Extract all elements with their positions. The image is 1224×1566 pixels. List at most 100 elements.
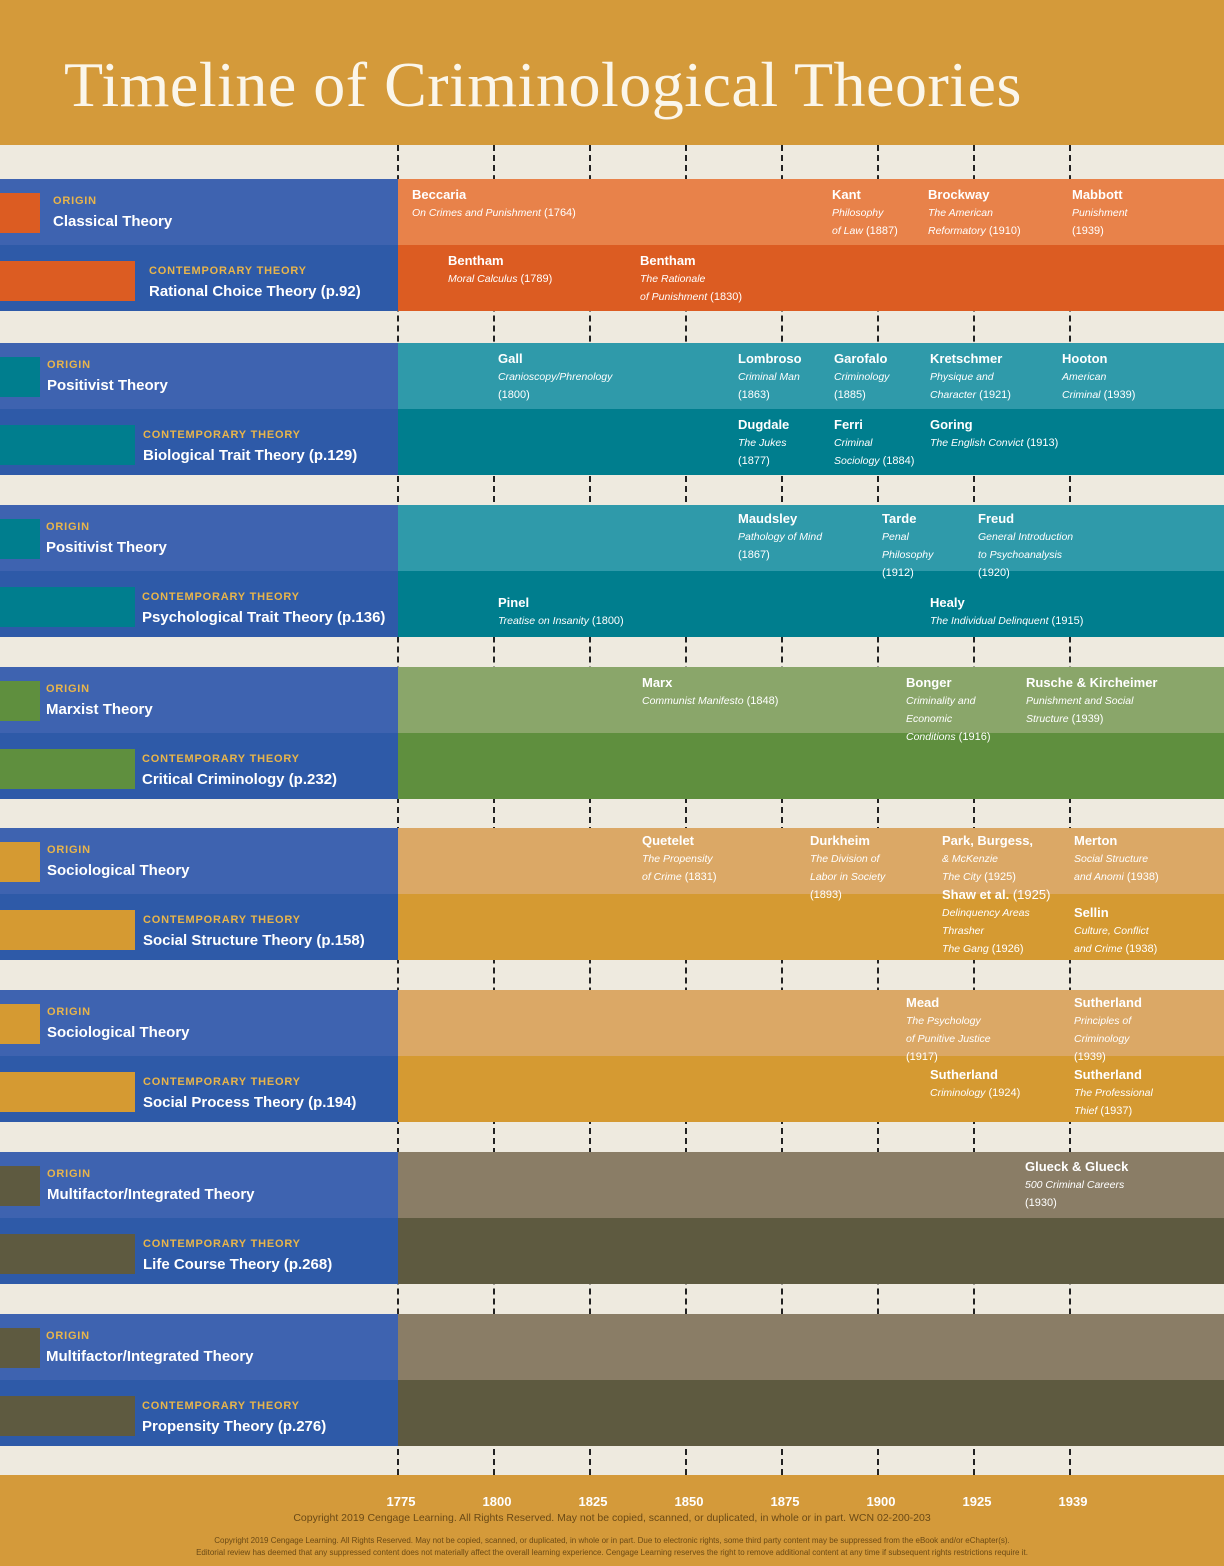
event-year: (1913): [1023, 437, 1059, 449]
event-line: Criminal: [834, 434, 914, 452]
event-work: of Punitive Justice: [906, 1033, 991, 1045]
event-author: Bonger: [906, 674, 990, 692]
event-line: (1893): [810, 886, 885, 904]
event-author: Durkheim: [810, 832, 885, 850]
event-author: Lombroso: [738, 350, 802, 368]
event-year: (1831): [681, 871, 717, 883]
event-work: to Psychoanalysis: [978, 549, 1063, 561]
event-line: The City (1925): [942, 868, 1033, 886]
origin-panel: [0, 667, 398, 733]
event-author-name: Shaw et al.: [942, 887, 1010, 902]
origin-theory-name: Positivist Theory: [46, 539, 167, 556]
event-line: The Division of: [810, 850, 885, 868]
event-line: Punishment and Social: [1026, 692, 1158, 710]
event-author-name: Sellin: [1074, 905, 1109, 920]
origin-panel: [0, 179, 398, 245]
event-work: Physique and: [930, 371, 994, 383]
band-origin-row: [398, 1314, 1224, 1380]
axis-year-label: 1925: [962, 1494, 992, 1509]
timeline-event: Lombroso Criminal Man (1863): [738, 350, 802, 404]
contemporary-theory-name: Social Process Theory (p.194): [143, 1094, 357, 1111]
band-contemporary-row: [398, 1218, 1224, 1284]
timeline-event: Tarde Penal Philosophy (1912): [882, 510, 933, 582]
contemporary-label: CONTEMPORARY THEORY: [143, 1238, 301, 1250]
event-line: The Rationale: [640, 270, 742, 288]
event-line: and Anomi (1938): [1074, 868, 1159, 886]
event-work: American: [1062, 371, 1107, 383]
event-author: Dugdale: [738, 416, 789, 434]
header: Timeline of Criminological Theories: [0, 0, 1224, 145]
band-contemporary-row: [398, 733, 1224, 799]
timeline-event: Pinel Treatise on Insanity (1800): [498, 594, 624, 630]
event-year: (1939): [1100, 389, 1136, 401]
event-work: Philosophy: [832, 207, 884, 219]
origin-label: ORIGIN: [46, 521, 90, 533]
event-work: Reformatory: [928, 225, 986, 237]
event-author: Kant: [832, 186, 898, 204]
event-year: (1800): [498, 389, 530, 401]
gridline-1825: [589, 145, 591, 1475]
timeline-event: Garofalo Criminology (1885): [834, 350, 889, 404]
origin-panel: [0, 990, 398, 1056]
event-author-name: Marx: [642, 675, 673, 690]
event-work: The City: [942, 871, 982, 883]
origin-theory-name: Sociological Theory: [47, 862, 190, 879]
event-author-name: Healy: [930, 595, 965, 610]
event-work: Criminality and: [906, 695, 976, 707]
band-contemporary-row: [398, 894, 1224, 960]
event-line: The Individual Delinquent (1915): [930, 612, 1083, 630]
origin-theory-name: Multifactor/Integrated Theory: [47, 1186, 255, 1203]
event-work: Criminal: [1062, 389, 1101, 401]
event-author-name: Kretschmer: [930, 351, 1003, 366]
event-author-name: Merton: [1074, 833, 1118, 848]
event-author-name: Brockway: [928, 187, 990, 202]
event-year: (1917): [906, 1051, 938, 1063]
event-author-name: Maudsley: [738, 511, 798, 526]
event-year: (1926): [988, 943, 1024, 955]
band-origin-row: [398, 990, 1224, 1056]
contemporary-color-swatch: [0, 425, 135, 465]
event-line: Criminology (1924): [930, 1084, 1020, 1102]
timeline-event: Maudsley Pathology of Mind (1867): [738, 510, 822, 564]
event-author: Mabbott: [1072, 186, 1127, 204]
event-author: Maudsley: [738, 510, 822, 528]
event-year: (1939): [1068, 713, 1104, 725]
event-line: Delinquency Areas: [942, 904, 1050, 922]
band-origin-row: [398, 505, 1224, 571]
event-author-name: Lombroso: [738, 351, 802, 366]
event-work: and Anomi: [1074, 871, 1124, 883]
event-year: (1863): [738, 389, 770, 401]
timeline-event: Kant Philosophy of Law (1887): [832, 186, 898, 240]
event-line: of Punishment (1830): [640, 288, 742, 306]
theory-label-panel: ORIGIN Sociological Theory CONTEMPORARY TH…: [0, 990, 398, 1122]
event-line: and Crime (1938): [1074, 940, 1157, 958]
event-author-name: Sutherland: [930, 1067, 998, 1082]
event-author-name: Bentham: [640, 253, 696, 268]
event-author: Ferri: [834, 416, 914, 434]
event-author: Healy: [930, 594, 1083, 612]
event-year: (1937): [1097, 1105, 1133, 1117]
event-work: Labor in Society: [810, 871, 886, 883]
contemporary-label: CONTEMPORARY THEORY: [142, 591, 300, 603]
event-author: Gall: [498, 350, 612, 368]
origin-theory-name: Multifactor/Integrated Theory: [46, 1348, 254, 1365]
timeline-event: Brockway The American Reformatory (1910): [928, 186, 1021, 240]
event-work: and Crime: [1074, 943, 1123, 955]
event-line: Reformatory (1910): [928, 222, 1021, 240]
contemporary-label: CONTEMPORARY THEORY: [143, 1076, 301, 1088]
origin-color-swatch: [0, 842, 40, 882]
event-author-name: Rusche & Kircheimer: [1026, 675, 1158, 690]
event-year: (1916): [955, 731, 991, 743]
timeline-event: Ferri Criminal Sociology (1884): [834, 416, 914, 470]
contemporary-theory-name: Rational Choice Theory (p.92): [149, 283, 361, 300]
event-line: to Psychoanalysis: [978, 546, 1073, 564]
event-line: (1863): [738, 386, 802, 404]
event-work: The Jukes: [738, 437, 787, 449]
axis-year-label: 1939: [1058, 1494, 1088, 1509]
theory-label-panel: ORIGIN Positivist Theory CONTEMPORARY THEO…: [0, 505, 398, 637]
contemporary-label: CONTEMPORARY THEORY: [142, 753, 300, 765]
origin-color-swatch: [0, 681, 40, 721]
contemporary-color-swatch: [0, 1072, 135, 1112]
event-line: Character (1921): [930, 386, 1011, 404]
band-origin-row: [398, 343, 1224, 409]
